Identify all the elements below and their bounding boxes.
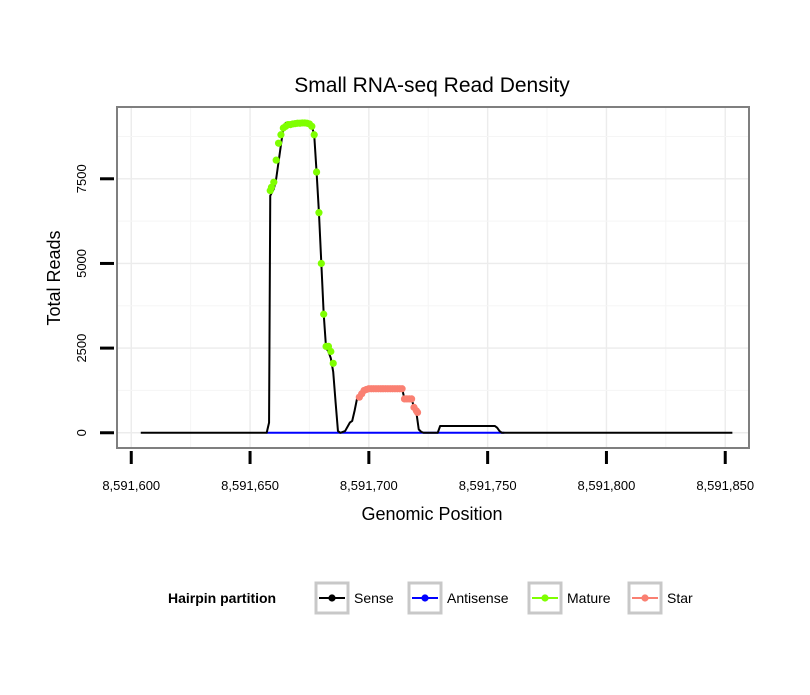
x-tick-label: 8,591,600 bbox=[102, 478, 160, 493]
legend-title: Hairpin partition bbox=[168, 590, 276, 606]
mature-point bbox=[320, 310, 328, 318]
legend-label-antisense: Antisense bbox=[447, 590, 509, 606]
star-point bbox=[408, 395, 416, 403]
legend-items: Sense Antisense Mature Star bbox=[314, 581, 693, 615]
mature-point bbox=[272, 156, 280, 164]
star-point bbox=[413, 408, 422, 417]
legend-label-star: Star bbox=[667, 590, 693, 606]
x-tick-label: 8,591,800 bbox=[578, 478, 636, 493]
mature-point bbox=[308, 122, 316, 130]
plot-panel-border bbox=[116, 106, 750, 449]
legend-key-dot bbox=[541, 594, 549, 602]
series-layer bbox=[140, 119, 733, 434]
y-tick-label: 7500 bbox=[74, 164, 89, 193]
legend-key-dot bbox=[328, 594, 336, 602]
grid-layer bbox=[117, 107, 749, 448]
sense-series-line bbox=[140, 120, 733, 434]
mature-point bbox=[270, 178, 278, 186]
axis-layer: 8,591,600 8,591,650 8,591,700 8,591,750 8,59… bbox=[74, 164, 754, 493]
legend-key-dot bbox=[421, 594, 429, 602]
legend-label-sense: Sense bbox=[354, 590, 394, 606]
legend-item-star: Star bbox=[627, 581, 693, 615]
x-tick-label: 8,591,700 bbox=[340, 478, 398, 493]
mature-point bbox=[329, 359, 337, 367]
star-point bbox=[398, 385, 406, 393]
mature-point bbox=[274, 139, 283, 147]
mature-point bbox=[317, 259, 325, 268]
mature-point bbox=[277, 131, 285, 139]
legend-key-dot bbox=[641, 594, 649, 602]
mature-point bbox=[310, 131, 318, 139]
legend-item-sense: Sense bbox=[314, 581, 394, 615]
legend-item-mature: Mature bbox=[527, 581, 611, 615]
x-tick-label: 8,591,650 bbox=[221, 478, 279, 493]
y-tick-label: 2500 bbox=[74, 334, 89, 363]
x-tick-label: 8,591,750 bbox=[459, 478, 517, 493]
y-tick-label: 5000 bbox=[74, 249, 89, 278]
mature-point bbox=[327, 347, 335, 356]
chart-title: Small RNA-seq Read Density bbox=[294, 74, 570, 97]
x-tick-label: 8,591,850 bbox=[696, 478, 754, 493]
legend-item-antisense: Antisense bbox=[407, 581, 509, 615]
mature-point bbox=[315, 209, 323, 217]
mature-point bbox=[312, 168, 321, 176]
y-axis-title: Total Reads bbox=[44, 230, 64, 325]
y-tick-label: 0 bbox=[74, 429, 89, 436]
x-axis-title: Genomic Position bbox=[361, 504, 502, 524]
legend-label-mature: Mature bbox=[567, 590, 611, 606]
legend: Hairpin partition Sense Antisense Mature St… bbox=[168, 581, 693, 615]
